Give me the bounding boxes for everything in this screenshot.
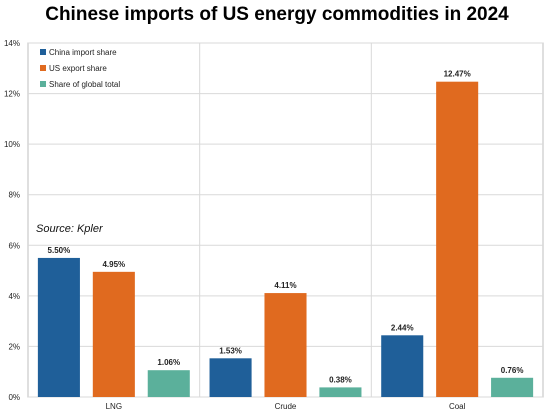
bar: [264, 293, 307, 397]
x-axis: LNG Crude Coal: [106, 402, 466, 411]
category-separators: [199, 43, 372, 397]
chart-title: Chinese imports of US energy commodities…: [45, 4, 509, 25]
legend-label: Share of global total: [49, 80, 120, 89]
data-labels: 5.50% 4.95% 1.06% 1.53% 4.11% 0.38% 2.44% 12.47…: [48, 70, 524, 385]
data-label: 1.53%: [219, 346, 242, 355]
x-category-label: Crude: [275, 402, 297, 411]
data-label: 12.47%: [444, 70, 471, 79]
y-tick-label: 14%: [4, 39, 20, 48]
y-tick-label: 12%: [4, 90, 20, 99]
legend-swatch: [40, 81, 46, 87]
legend: China import share US export share Share o…: [40, 48, 120, 89]
bar: [381, 335, 424, 397]
x-category-label: Coal: [449, 402, 466, 411]
y-tick-label: 0%: [8, 393, 20, 402]
data-label: 0.76%: [501, 366, 524, 375]
bar: [491, 377, 534, 397]
data-label: 2.44%: [391, 323, 414, 332]
source-note: Source: Kpler: [36, 223, 104, 235]
bar: [92, 271, 135, 397]
data-label: 4.95%: [102, 260, 125, 269]
data-label: 0.38%: [329, 375, 352, 384]
bar: [319, 387, 362, 397]
legend-swatch: [40, 65, 46, 71]
data-label: 4.11%: [274, 281, 296, 290]
y-tick-label: 6%: [8, 241, 20, 250]
y-axis: 0% 2% 4% 6% 8% 10% 12% 14%: [4, 39, 20, 402]
bar: [209, 358, 252, 397]
y-tick-label: 8%: [8, 191, 20, 200]
legend-swatch: [40, 49, 46, 55]
y-tick-label: 4%: [8, 292, 20, 301]
x-category-label: LNG: [106, 402, 122, 411]
legend-label: China import share: [49, 48, 117, 57]
bars: [37, 81, 534, 398]
bar: [147, 370, 190, 397]
legend-label: US export share: [49, 64, 107, 73]
y-tick-label: 10%: [4, 140, 20, 149]
bar: [436, 81, 479, 398]
y-tick-label: 2%: [8, 342, 20, 351]
data-label: 1.06%: [157, 358, 180, 367]
data-label: 5.50%: [48, 246, 71, 255]
bar: [37, 257, 80, 397]
